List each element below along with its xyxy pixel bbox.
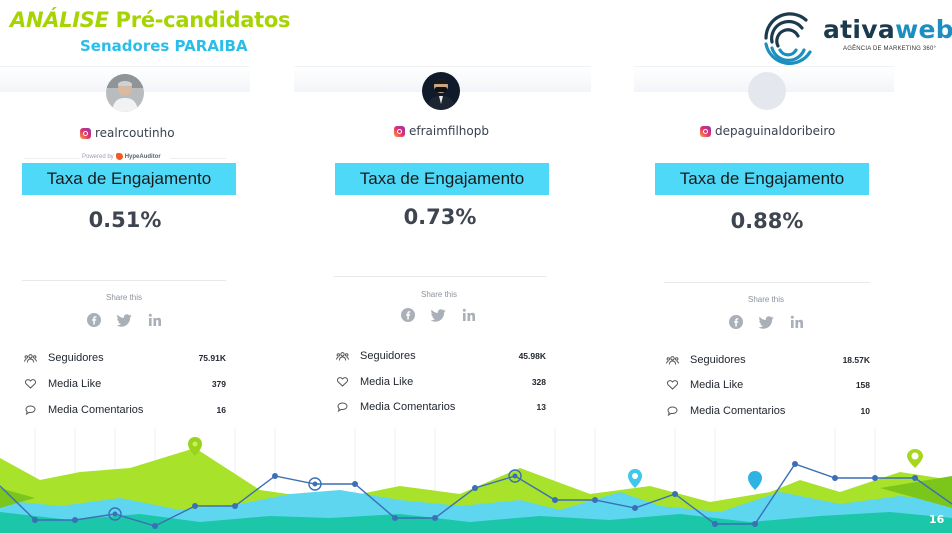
stat-value: 328 <box>531 377 546 387</box>
engagement-rate: 0.73% <box>403 205 477 229</box>
comment-icon <box>334 402 350 412</box>
page-number: 16 <box>929 513 945 526</box>
avatar <box>106 74 144 112</box>
instagram-handle[interactable]: efraimfilhopb <box>394 124 489 138</box>
map-pin-icon <box>628 469 642 488</box>
share-icons <box>729 315 804 329</box>
engagement-rate: 0.51% <box>88 208 162 232</box>
stat-label: Media Like <box>48 378 102 390</box>
slide-subtitle: Senadores PARAIBA <box>80 37 248 55</box>
stat-label: Seguidores <box>690 354 746 366</box>
stat-value: 158 <box>855 380 870 390</box>
stat-row-likes: Media Like 158 <box>664 379 870 391</box>
stat-value: 75.91K <box>198 353 226 363</box>
engagement-label: Taxa de Engajamento <box>359 169 525 188</box>
instagram-icon <box>700 125 711 137</box>
powered-by: Powered by HypeAuditor <box>82 153 161 160</box>
stat-label: Media Comentarios <box>48 404 144 416</box>
share-title: Share this <box>421 290 458 299</box>
card-divider <box>22 280 226 281</box>
avatar <box>748 72 786 110</box>
powered-divider <box>24 158 80 159</box>
stat-row-likes: Media Like 379 <box>22 378 226 390</box>
share-icons <box>401 308 476 322</box>
hypeauditor-icon <box>115 153 123 160</box>
heart-icon <box>334 377 350 387</box>
instagram-handle[interactable]: depaguinaldoribeiro <box>700 124 835 138</box>
engagement-label: Taxa de Engajamento <box>679 169 845 188</box>
users-icon <box>22 353 38 363</box>
twitter-icon[interactable] <box>759 315 774 329</box>
map-pin-icon <box>748 471 762 490</box>
facebook-icon[interactable] <box>729 315 743 329</box>
handle-text: realrcoutinho <box>95 126 175 140</box>
heart-icon <box>22 379 38 389</box>
facebook-icon[interactable] <box>87 313 101 327</box>
instagram-icon <box>80 127 91 139</box>
share-title: Share this <box>748 295 785 304</box>
facebook-icon[interactable] <box>401 308 415 322</box>
stat-value: 16 <box>216 405 226 415</box>
linkedin-icon[interactable] <box>462 308 476 322</box>
stat-label: Media Comentarios <box>690 405 786 417</box>
decorative-footer-landscape <box>0 428 952 533</box>
powered-by-text: Powered by <box>82 153 114 160</box>
stat-value: 13 <box>536 402 546 412</box>
stat-label: Seguidores <box>360 350 416 362</box>
heart-icon <box>664 380 680 390</box>
share-icons <box>87 313 162 327</box>
comment-icon <box>22 405 38 415</box>
slide-title-prefix: ANÁLISE <box>10 8 109 32</box>
stat-label: Seguidores <box>48 352 104 364</box>
powered-divider <box>170 158 226 159</box>
map-pin-icon <box>188 437 202 456</box>
twitter-icon[interactable] <box>117 313 132 327</box>
logo-tagline: AGÊNCIA DE MARKETING 360° <box>843 46 937 52</box>
users-icon <box>334 351 350 361</box>
card-divider <box>664 282 870 283</box>
logo-name-part2: web <box>895 15 952 44</box>
linkedin-icon[interactable] <box>790 315 804 329</box>
logo-wordmark: ativaweb <box>823 15 952 44</box>
card-divider <box>334 276 546 277</box>
stat-label: Media Like <box>690 379 744 391</box>
instagram-handle[interactable]: realrcoutinho <box>80 126 175 140</box>
stat-row-likes: Media Like 328 <box>334 376 546 388</box>
engagement-rate: 0.88% <box>730 209 804 233</box>
stat-value: 10 <box>860 406 870 416</box>
engagement-label-box: Taxa de Engajamento <box>655 163 869 195</box>
stat-value: 18.57K <box>842 355 870 365</box>
engagement-label-box: Taxa de Engajamento <box>22 163 236 195</box>
stat-label: Media Like <box>360 376 414 388</box>
stat-value: 379 <box>211 379 226 389</box>
stat-label: Media Comentarios <box>360 401 456 413</box>
ativaweb-logo-icon <box>764 12 812 65</box>
share-title: Share this <box>106 293 143 302</box>
stat-row-followers: Seguidores 18.57K <box>664 354 870 366</box>
instagram-icon <box>394 125 405 137</box>
profile-photo-icon <box>422 72 460 110</box>
avatar <box>422 72 460 110</box>
slide-title-main: Pré-candidatos <box>108 8 291 32</box>
powered-brand: HypeAuditor <box>124 153 161 160</box>
stat-row-comments: Media Comentarios 16 <box>22 404 226 416</box>
handle-text: depaguinaldoribeiro <box>715 124 836 138</box>
linkedin-icon[interactable] <box>148 313 162 327</box>
profile-photo-icon <box>106 74 144 112</box>
map-pin-icon <box>907 449 923 468</box>
stat-value: 45.98K <box>518 351 546 361</box>
slide-title: ANÁLISE Pré-candidatos <box>10 8 290 32</box>
stat-row-followers: Seguidores 45.98K <box>334 350 546 362</box>
engagement-label: Taxa de Engajamento <box>46 169 212 188</box>
handle-text: efraimfilhopb <box>409 124 489 138</box>
logo-name-part1: ativa <box>823 15 896 44</box>
stat-row-followers: Seguidores 75.91K <box>22 352 226 364</box>
stat-row-comments: Media Comentarios 10 <box>664 405 870 417</box>
stat-row-comments: Media Comentarios 13 <box>334 401 546 413</box>
comment-icon <box>664 406 680 416</box>
engagement-label-box: Taxa de Engajamento <box>335 163 549 195</box>
users-icon <box>664 355 680 365</box>
twitter-icon[interactable] <box>431 308 446 322</box>
